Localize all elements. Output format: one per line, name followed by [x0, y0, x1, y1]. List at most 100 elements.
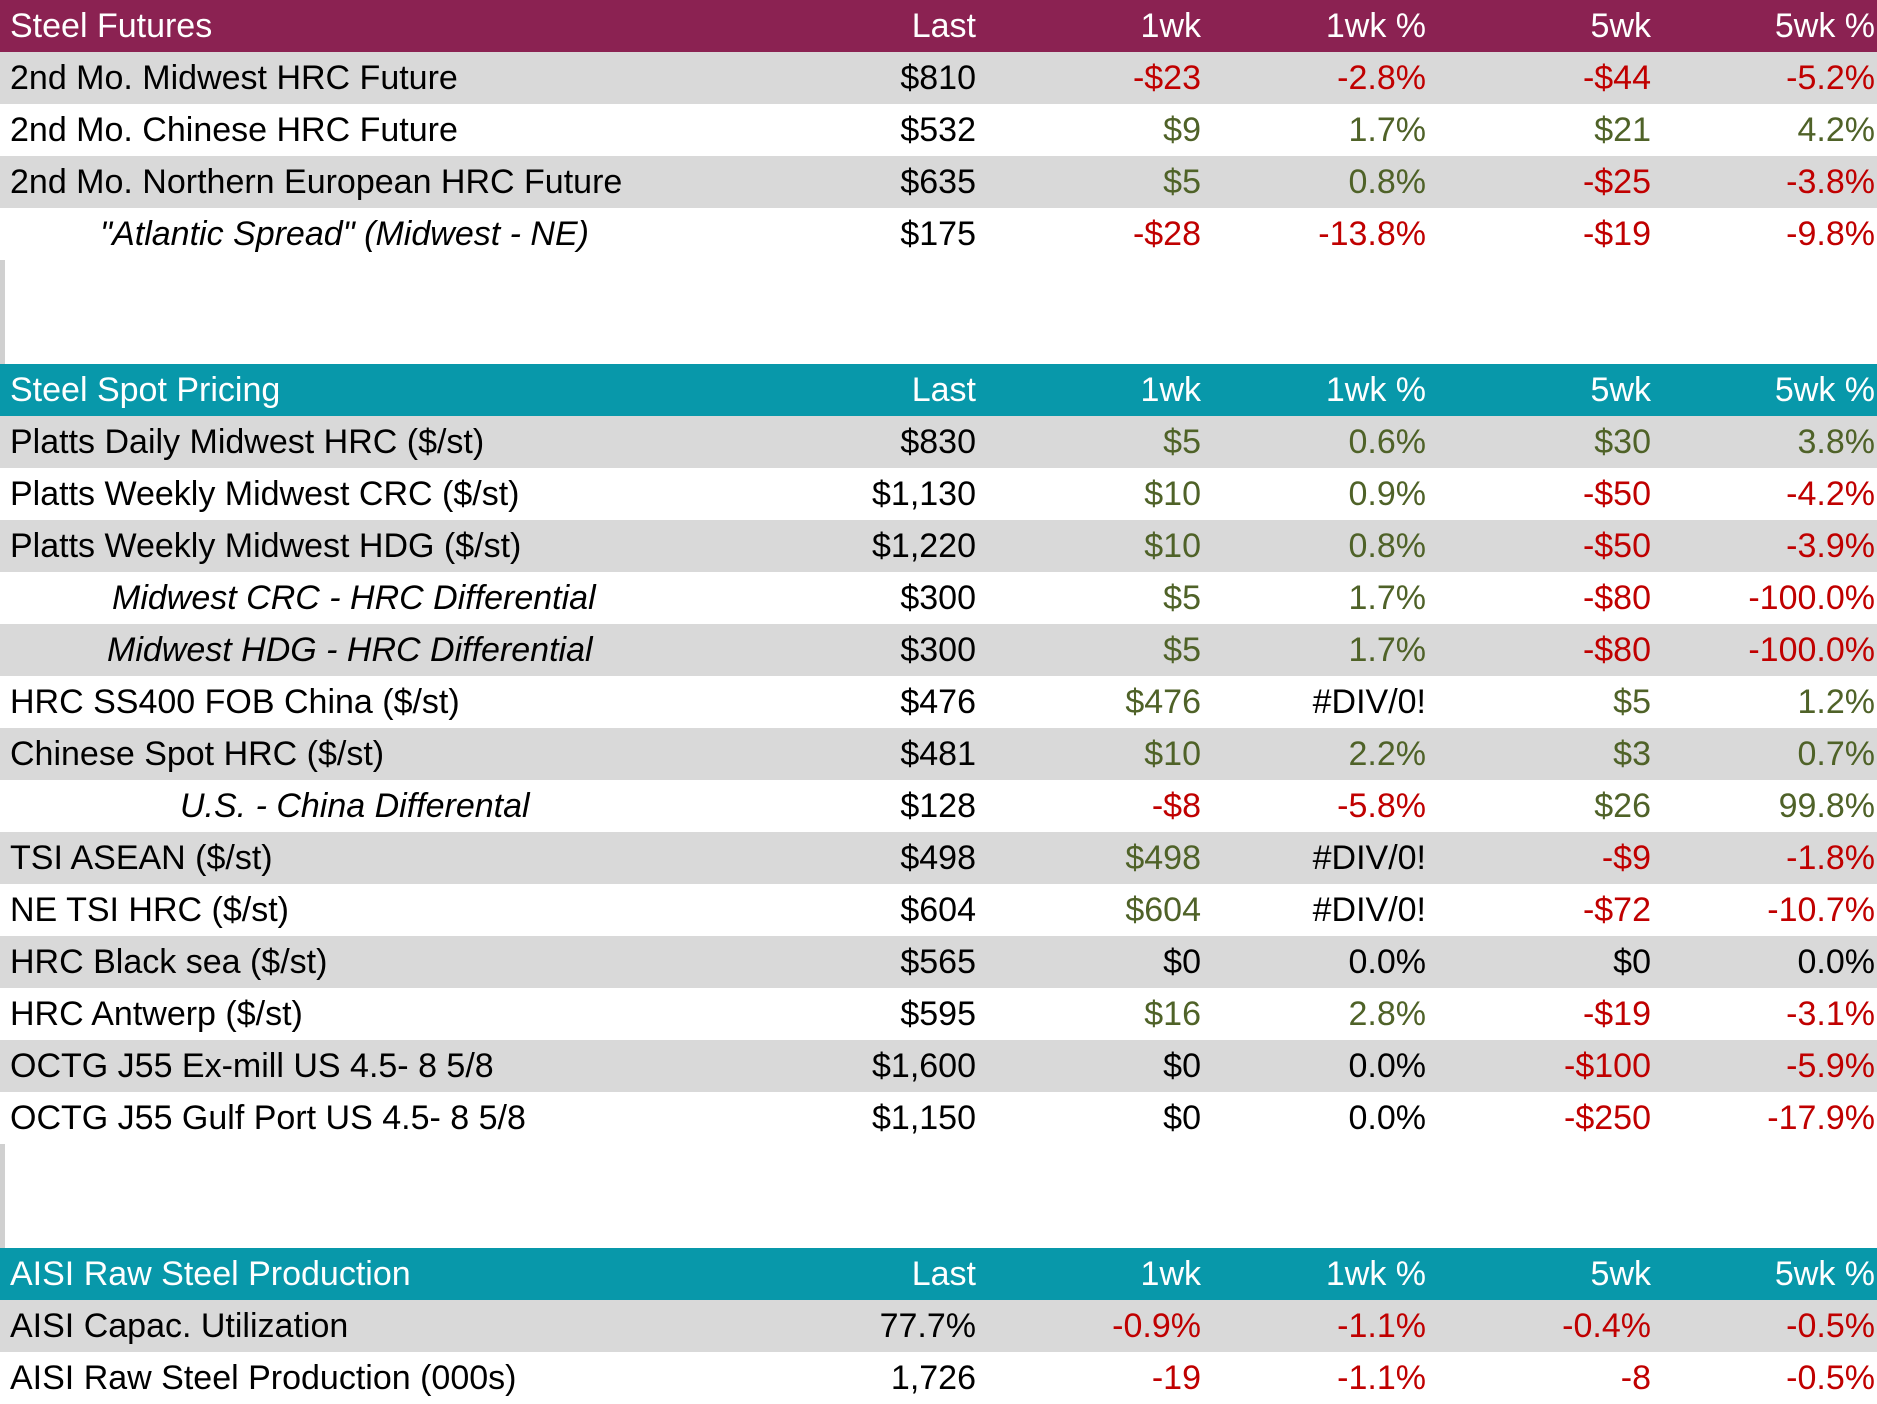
row-label[interactable]: Midwest CRC - HRC Differential [112, 579, 596, 617]
row-label[interactable]: "Atlantic Spread" (Midwest - NE) [100, 215, 589, 253]
row-label[interactable]: Chinese Spot HRC ($/st) [10, 735, 385, 773]
table-row[interactable]: OCTG J55 Ex-mill US 4.5- 8 5/8 $1,600 $0… [0, 1040, 1877, 1092]
cell-5wk[interactable]: -$100 [1564, 1047, 1651, 1085]
cell-5wk-pct[interactable]: 3.8% [1797, 423, 1876, 461]
cell-5wk[interactable]: -$72 [1582, 891, 1651, 929]
cell-5wk-pct[interactable]: 0.0% [1797, 943, 1876, 981]
cell-last[interactable]: $595 [900, 995, 976, 1033]
col-header-last[interactable]: Last [911, 7, 976, 45]
table-row[interactable]: OCTG J55 Gulf Port US 4.5- 8 5/8 $1,150 … [0, 1092, 1877, 1144]
table-row[interactable]: 2nd Mo. Midwest HRC Future $810 -$23 -2.… [0, 52, 1877, 104]
cell-5wk-pct[interactable]: -100.0% [1748, 631, 1875, 669]
table-row[interactable]: NE TSI HRC ($/st) $604 $604 #DIV/0! -$72… [0, 884, 1877, 936]
col-header-5wk-pct[interactable]: 5wk % [1774, 1255, 1875, 1293]
table-row[interactable]: TSI ASEAN ($/st) $498 $498 #DIV/0! -$9 -… [0, 832, 1877, 884]
cell-1wk-pct[interactable]: 2.2% [1348, 735, 1427, 773]
cell-5wk[interactable]: -$80 [1582, 579, 1651, 617]
cell-last[interactable]: 77.7% [879, 1307, 976, 1345]
col-header-1wk[interactable]: 1wk [1140, 371, 1201, 409]
row-label[interactable]: 2nd Mo. Northern European HRC Future [10, 163, 623, 201]
col-header-1wk[interactable]: 1wk [1140, 1255, 1201, 1293]
col-header-5wk-pct[interactable]: 5wk % [1774, 7, 1875, 45]
col-header-5wk[interactable]: 5wk [1590, 371, 1651, 409]
row-label[interactable]: HRC Black sea ($/st) [10, 943, 328, 981]
cell-5wk-pct[interactable]: -3.1% [1786, 995, 1875, 1033]
cell-1wk[interactable]: $0 [1163, 1099, 1201, 1137]
table-row[interactable]: Platts Weekly Midwest CRC ($/st) $1,130 … [0, 468, 1877, 520]
section-title[interactable]: Steel Spot Pricing [10, 371, 281, 409]
cell-1wk-pct[interactable]: -1.1% [1337, 1359, 1426, 1397]
cell-last[interactable]: $532 [900, 111, 976, 149]
row-label[interactable]: OCTG J55 Gulf Port US 4.5- 8 5/8 [10, 1099, 526, 1137]
col-header-1wk[interactable]: 1wk [1140, 7, 1201, 45]
row-label[interactable]: AISI Raw Steel Production (000s) [10, 1359, 517, 1397]
cell-1wk-pct[interactable]: -2.8% [1337, 59, 1426, 97]
cell-5wk-pct[interactable]: 1.2% [1797, 683, 1876, 721]
cell-1wk[interactable]: $9 [1163, 111, 1201, 149]
table-row[interactable]: 2nd Mo. Northern European HRC Future $63… [0, 156, 1877, 208]
table-row[interactable]: Platts Weekly Midwest HDG ($/st) $1,220 … [0, 520, 1877, 572]
cell-5wk[interactable]: -$19 [1582, 215, 1651, 253]
section-title[interactable]: AISI Raw Steel Production [10, 1255, 411, 1293]
table-row[interactable]: Midwest CRC - HRC Differential $300 $5 1… [0, 572, 1877, 624]
cell-5wk[interactable]: -$19 [1582, 995, 1651, 1033]
cell-last[interactable]: $175 [900, 215, 976, 253]
table-row[interactable]: HRC SS400 FOB China ($/st) $476 $476 #DI… [0, 676, 1877, 728]
cell-last[interactable]: $300 [900, 631, 976, 669]
cell-1wk-pct[interactable]: 0.0% [1348, 943, 1427, 981]
cell-1wk[interactable]: $5 [1163, 579, 1201, 617]
col-header-last[interactable]: Last [911, 371, 976, 409]
table-row[interactable]: HRC Black sea ($/st) $565 $0 0.0% $0 0.0… [0, 936, 1877, 988]
cell-last[interactable]: $1,220 [872, 527, 976, 565]
row-label[interactable]: TSI ASEAN ($/st) [10, 839, 273, 877]
cell-last[interactable]: $830 [900, 423, 976, 461]
table-row[interactable]: HRC Antwerp ($/st) $595 $16 2.8% -$19 -3… [0, 988, 1877, 1040]
cell-5wk[interactable]: -8 [1620, 1359, 1651, 1397]
cell-1wk[interactable]: $10 [1144, 527, 1201, 565]
cell-5wk[interactable]: -$50 [1582, 527, 1651, 565]
row-label[interactable]: HRC SS400 FOB China ($/st) [10, 683, 460, 721]
cell-last[interactable]: $128 [900, 787, 976, 825]
cell-1wk[interactable]: $5 [1163, 163, 1201, 201]
cell-1wk[interactable]: $476 [976, 676, 1201, 728]
row-label[interactable]: Platts Weekly Midwest CRC ($/st) [10, 475, 520, 513]
cell-1wk-pct[interactable]: 2.8% [1348, 995, 1427, 1033]
cell-1wk[interactable]: $604 [976, 884, 1201, 936]
table-row[interactable]: AISI Capac. Utilization 77.7% -0.9% -1.1… [0, 1300, 1877, 1352]
production-header-row[interactable]: AISI Raw Steel Production Last 1wk 1wk %… [0, 1248, 1877, 1300]
col-header-5wk[interactable]: 5wk [1590, 1255, 1651, 1293]
cell-1wk-pct[interactable]: #DIV/0! [1312, 683, 1426, 721]
cell-1wk-pct[interactable]: 0.6% [1348, 423, 1427, 461]
section-title[interactable]: Steel Futures [10, 7, 213, 45]
col-header-5wk-pct[interactable]: 5wk % [1774, 371, 1875, 409]
cell-5wk-pct[interactable]: -3.8% [1786, 163, 1875, 201]
cell-last[interactable]: $1,130 [872, 475, 976, 513]
cell-1wk-pct[interactable]: -1.1% [1337, 1307, 1426, 1345]
cell-5wk[interactable]: -$44 [1582, 59, 1651, 97]
cell-1wk-pct[interactable]: -5.8% [1337, 787, 1426, 825]
cell-last[interactable]: $810 [900, 59, 976, 97]
cell-5wk-pct[interactable]: -4.2% [1786, 475, 1875, 513]
cell-1wk-pct[interactable]: 0.9% [1348, 475, 1427, 513]
cell-1wk[interactable]: $498 [976, 832, 1201, 884]
cell-last[interactable]: $481 [900, 735, 976, 773]
cell-1wk[interactable]: -0.9% [1112, 1307, 1201, 1345]
cell-1wk-pct[interactable]: #DIV/0! [1312, 839, 1426, 877]
cell-last[interactable]: $1,600 [872, 1047, 976, 1085]
table-row[interactable]: Midwest HDG - HRC Differential $300 $5 1… [0, 624, 1877, 676]
col-header-last[interactable]: Last [911, 1255, 976, 1293]
cell-1wk-pct[interactable]: 1.7% [1348, 579, 1427, 617]
cell-5wk[interactable]: $30 [1594, 423, 1651, 461]
cell-5wk-pct[interactable]: -1.8% [1786, 839, 1875, 877]
cell-last[interactable]: $476 [900, 683, 976, 721]
cell-last[interactable]: $635 [900, 163, 976, 201]
cell-5wk[interactable]: -$9 [1601, 839, 1651, 877]
cell-1wk[interactable]: $16 [1144, 995, 1201, 1033]
row-label[interactable]: OCTG J55 Ex-mill US 4.5- 8 5/8 [10, 1047, 494, 1085]
cell-last[interactable]: 1,726 [890, 1359, 976, 1397]
cell-last[interactable]: $604 [900, 891, 976, 929]
cell-1wk[interactable]: -$28 [1132, 215, 1201, 253]
cell-1wk[interactable]: $5 [1163, 423, 1201, 461]
cell-5wk[interactable]: -0.4% [1562, 1307, 1651, 1345]
cell-1wk-pct[interactable]: #DIV/0! [1312, 891, 1426, 929]
